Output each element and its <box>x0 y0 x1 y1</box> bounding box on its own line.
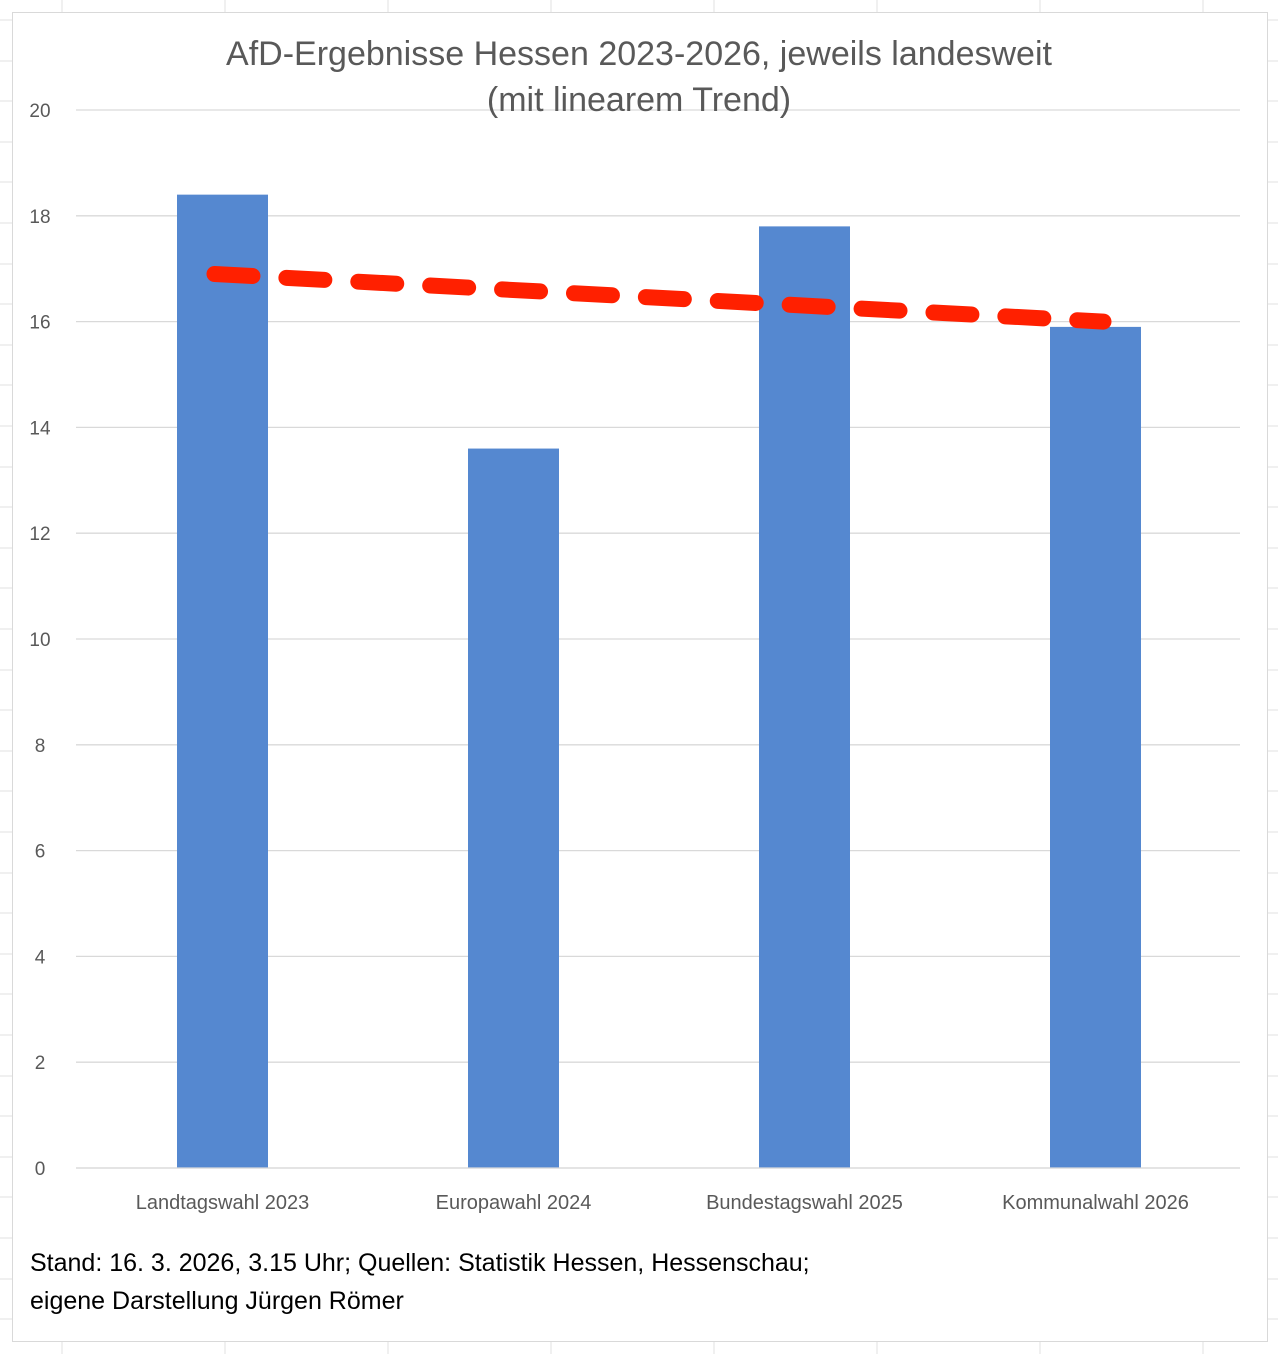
y-tick-label-18: 18 <box>29 207 50 228</box>
footnote-line-1: Stand: 16. 3. 2026, 3.15 Uhr; Quellen: S… <box>30 1249 810 1277</box>
x-tick-label-1: Landtagswahl 2023 <box>136 1192 309 1214</box>
footnote-line-2: eigene Darstellung Jürgen Römer <box>30 1287 404 1315</box>
y-tick-label-0: 0 <box>35 1159 46 1180</box>
y-tick-label-6: 6 <box>35 842 46 863</box>
y-tick-label-12: 12 <box>29 524 50 545</box>
y-tick-label-10: 10 <box>29 630 50 651</box>
y-tick-label-4: 4 <box>35 947 46 968</box>
bar-1[interactable] <box>177 194 268 1168</box>
bar-3[interactable] <box>759 226 850 1168</box>
x-tick-label-4: Kommunalwahl 2026 <box>1002 1192 1189 1214</box>
bar-4[interactable] <box>1050 326 1141 1168</box>
x-tick-label-3: Bundestagswahl 2025 <box>706 1192 903 1214</box>
x-tick-label-2: Europawahl 2024 <box>436 1192 592 1214</box>
y-tick-label-20: 20 <box>29 101 50 122</box>
y-tick-label-16: 16 <box>29 313 50 334</box>
y-tick-label-14: 14 <box>29 418 51 439</box>
chart-title-line-2: (mit linearem Trend) <box>486 81 792 119</box>
bar-2[interactable] <box>468 448 559 1168</box>
y-tick-label-8: 8 <box>35 736 46 757</box>
chart-title-line-1: AfD-Ergebnisse Hessen 2023-2026, jeweils… <box>226 35 1052 73</box>
linear-trendline[interactable] <box>206 265 1112 330</box>
y-tick-label-2: 2 <box>35 1053 46 1074</box>
